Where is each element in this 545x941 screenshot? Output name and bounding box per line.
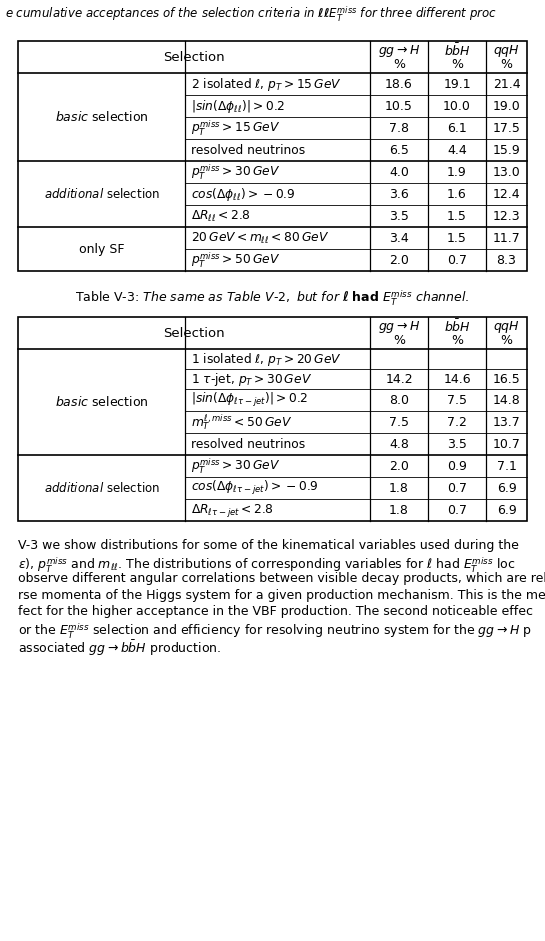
Text: 3.4: 3.4 (389, 231, 409, 245)
Text: 0.9: 0.9 (447, 459, 467, 472)
Text: $m_T^{\ell,miss} < 50\,GeV$: $m_T^{\ell,miss} < 50\,GeV$ (191, 412, 292, 432)
Text: 7.1: 7.1 (496, 459, 517, 472)
Text: 0.7: 0.7 (447, 253, 467, 266)
Text: 17.5: 17.5 (493, 121, 520, 135)
Text: 2.0: 2.0 (389, 459, 409, 472)
Text: $\it{basic}$ selection: $\it{basic}$ selection (54, 395, 148, 409)
Text: 10.5: 10.5 (385, 100, 413, 113)
Text: 1.8: 1.8 (389, 503, 409, 517)
Text: 14.8: 14.8 (493, 393, 520, 407)
Text: %: % (393, 57, 405, 71)
Text: 14.6: 14.6 (443, 373, 471, 386)
Text: only SF: only SF (78, 243, 124, 256)
Text: 6.9: 6.9 (496, 503, 516, 517)
Text: $gg \rightarrow H$: $gg \rightarrow H$ (378, 319, 420, 335)
Text: or the $E_T^{miss}$ selection and efficiency for resolving neutrino system for t: or the $E_T^{miss}$ selection and effici… (18, 621, 532, 641)
Text: 12.4: 12.4 (493, 187, 520, 200)
Text: $\Delta R_{\ell\tau-jet} < 2.8$: $\Delta R_{\ell\tau-jet} < 2.8$ (191, 502, 274, 518)
Text: 11.7: 11.7 (493, 231, 520, 245)
Text: 7.8: 7.8 (389, 121, 409, 135)
Text: 2 isolated $\ell$, $p_T > 15\,GeV$: 2 isolated $\ell$, $p_T > 15\,GeV$ (191, 75, 342, 92)
Text: associated $gg \rightarrow b\bar{b}H$ production.: associated $gg \rightarrow b\bar{b}H$ pr… (18, 638, 221, 658)
Text: $p_T^{miss} > 30\,GeV$: $p_T^{miss} > 30\,GeV$ (191, 456, 280, 476)
Text: 13.7: 13.7 (493, 416, 520, 428)
Text: 19.0: 19.0 (493, 100, 520, 113)
Text: 3.5: 3.5 (389, 210, 409, 222)
Text: 1 $\tau$-jet, $p_T > 30\,GeV$: 1 $\tau$-jet, $p_T > 30\,GeV$ (191, 371, 312, 388)
Text: $|sin(\Delta\phi_{\ell\tau-jet})| > 0.2$: $|sin(\Delta\phi_{\ell\tau-jet})| > 0.2$ (191, 391, 308, 409)
Text: Table V-3: $\it{The\ same\ as\ Table\ V}$-$\it{2,\ but\ for}$ $\boldsymbol{\ell}: Table V-3: $\it{The\ same\ as\ Table\ V}… (75, 289, 469, 309)
Text: $cos(\Delta\phi_{\ell\tau-jet}) > -0.9$: $cos(\Delta\phi_{\ell\tau-jet}) > -0.9$ (191, 479, 319, 497)
Text: fect for the higher acceptance in the VBF production. The second noticeable effe: fect for the higher acceptance in the VB… (18, 605, 533, 618)
Text: 12.3: 12.3 (493, 210, 520, 222)
Text: 8.0: 8.0 (389, 393, 409, 407)
Text: $p_T^{miss} > 50\,GeV$: $p_T^{miss} > 50\,GeV$ (191, 250, 280, 270)
Text: $qqH$: $qqH$ (493, 319, 520, 335)
Text: 3.6: 3.6 (389, 187, 409, 200)
Text: 1.6: 1.6 (447, 187, 467, 200)
Text: %: % (500, 57, 512, 71)
Text: V-3 we show distributions for some of the kinematical variables used during the: V-3 we show distributions for some of th… (18, 539, 519, 552)
Text: $\epsilon$), $p_T^{miss}$ and $m_{\ell\ell}$. The distributions of corresponding: $\epsilon$), $p_T^{miss}$ and $m_{\ell\e… (18, 555, 516, 575)
Text: %: % (500, 333, 512, 346)
Text: resolved neutrinos: resolved neutrinos (191, 438, 305, 451)
Bar (18, 317, 527, 521)
Text: 10.0: 10.0 (443, 100, 471, 113)
Text: $p_T^{miss} > 15\,GeV$: $p_T^{miss} > 15\,GeV$ (191, 119, 280, 137)
Text: 19.1: 19.1 (443, 77, 471, 90)
Text: 21.4: 21.4 (493, 77, 520, 90)
Text: 7.5: 7.5 (447, 393, 467, 407)
Text: 7.5: 7.5 (389, 416, 409, 428)
Text: 0.7: 0.7 (447, 503, 467, 517)
Text: 1.5: 1.5 (447, 231, 467, 245)
Text: %: % (451, 333, 463, 346)
Text: $p_T^{miss} > 30\,GeV$: $p_T^{miss} > 30\,GeV$ (191, 162, 280, 182)
Text: 6.5: 6.5 (389, 143, 409, 156)
Text: $qqH$: $qqH$ (493, 43, 520, 59)
Text: 4.0: 4.0 (389, 166, 409, 179)
Text: 3.5: 3.5 (447, 438, 467, 451)
Text: 1.9: 1.9 (447, 166, 467, 179)
Text: 10.7: 10.7 (493, 438, 520, 451)
Text: resolved neutrinos: resolved neutrinos (191, 143, 305, 156)
Text: 4.8: 4.8 (389, 438, 409, 451)
Text: 14.2: 14.2 (385, 373, 413, 386)
Text: 6.1: 6.1 (447, 121, 467, 135)
Text: %: % (393, 333, 405, 346)
Text: $\it{additional}$ selection: $\it{additional}$ selection (44, 187, 160, 201)
Text: $b\bar{b}H$: $b\bar{b}H$ (444, 42, 470, 59)
Text: observe different angular correlations between visible decay products, which are: observe different angular correlations b… (18, 572, 545, 585)
Text: $e$ $\it{cumulative\ acceptances\ of\ the\ selection\ criteria\ in}$ $\boldsymbo: $e$ $\it{cumulative\ acceptances\ of\ th… (5, 5, 497, 24)
Text: $cos(\Delta\phi_{\ell\ell}) > -0.9$: $cos(\Delta\phi_{\ell\ell}) > -0.9$ (191, 185, 296, 202)
Text: $gg \rightarrow H$: $gg \rightarrow H$ (378, 43, 420, 59)
Text: 1.8: 1.8 (389, 482, 409, 495)
Text: $\it{basic}$ selection: $\it{basic}$ selection (54, 110, 148, 124)
Text: 8.3: 8.3 (496, 253, 517, 266)
Text: 16.5: 16.5 (493, 373, 520, 386)
Text: 2.0: 2.0 (389, 253, 409, 266)
Text: 1.5: 1.5 (447, 210, 467, 222)
Text: Selection: Selection (163, 327, 225, 340)
Text: 6.9: 6.9 (496, 482, 516, 495)
Bar (18, 41, 527, 271)
Text: 13.0: 13.0 (493, 166, 520, 179)
Text: $\it{additional}$ selection: $\it{additional}$ selection (44, 481, 160, 495)
Text: %: % (451, 57, 463, 71)
Text: 7.2: 7.2 (447, 416, 467, 428)
Text: Selection: Selection (163, 51, 225, 63)
Text: $\Delta R_{\ell\ell} < 2.8$: $\Delta R_{\ell\ell} < 2.8$ (191, 209, 251, 224)
Text: 1 isolated $\ell$, $p_T > 20\,GeV$: 1 isolated $\ell$, $p_T > 20\,GeV$ (191, 350, 342, 368)
Text: 18.6: 18.6 (385, 77, 413, 90)
Text: $b\bar{b}H$: $b\bar{b}H$ (444, 319, 470, 335)
Text: rse momenta of the Higgs system for a given production mechanism. This is the me: rse momenta of the Higgs system for a gi… (18, 588, 545, 601)
Text: 4.4: 4.4 (447, 143, 467, 156)
Text: $|sin(\Delta\phi_{\ell\ell})| > 0.2$: $|sin(\Delta\phi_{\ell\ell})| > 0.2$ (191, 98, 285, 115)
Text: 15.9: 15.9 (493, 143, 520, 156)
Text: 0.7: 0.7 (447, 482, 467, 495)
Text: $20\,GeV < m_{\ell\ell} < 80\,GeV$: $20\,GeV < m_{\ell\ell} < 80\,GeV$ (191, 231, 329, 246)
